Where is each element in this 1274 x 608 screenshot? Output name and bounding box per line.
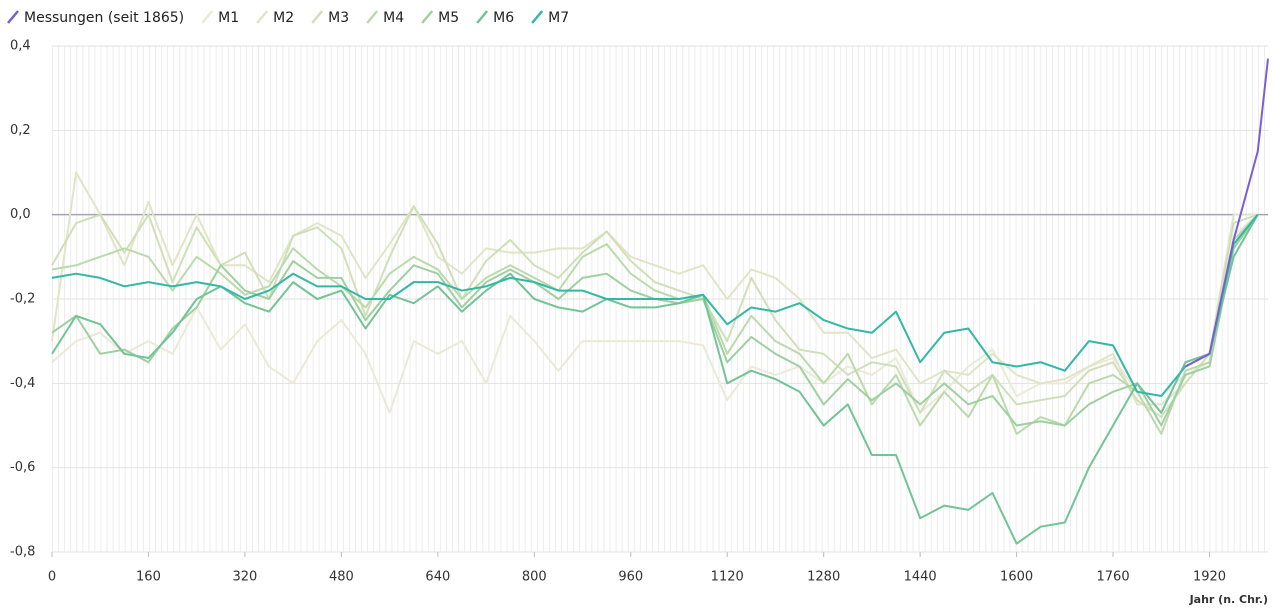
x-tick-label: 480 bbox=[329, 570, 354, 585]
legend-label: M2 bbox=[273, 10, 294, 26]
y-tick-label: 0,4 bbox=[10, 39, 31, 54]
series-line bbox=[51, 214, 1259, 545]
x-tick-label: 1600 bbox=[1000, 570, 1033, 585]
series-line bbox=[51, 205, 1259, 419]
y-tick-label: -0,4 bbox=[10, 376, 35, 391]
series-line bbox=[51, 171, 1258, 406]
x-tick-label: 0 bbox=[48, 570, 56, 585]
legend-swatch bbox=[531, 10, 544, 24]
legend-swatch bbox=[366, 10, 379, 24]
legend-label: M5 bbox=[438, 10, 459, 26]
x-tick-label: 800 bbox=[522, 570, 547, 585]
x-tick-label: 1440 bbox=[904, 570, 937, 585]
legend-label: M7 bbox=[548, 10, 569, 26]
legend-label: M6 bbox=[493, 10, 514, 26]
y-tick-label: -0,6 bbox=[10, 460, 35, 475]
legend-swatch bbox=[421, 10, 434, 24]
legend-label: M1 bbox=[218, 10, 239, 26]
legend-label: M4 bbox=[383, 10, 404, 26]
x-tick-label: 320 bbox=[233, 570, 258, 585]
legend-label: Messungen (seit 1865) bbox=[24, 10, 184, 26]
x-tick-label: 1760 bbox=[1097, 570, 1130, 585]
x-tick-label: 1120 bbox=[711, 570, 744, 585]
x-tick-label: 960 bbox=[618, 570, 643, 585]
legend-swatch bbox=[311, 10, 324, 24]
legend-label: M3 bbox=[328, 10, 349, 26]
y-tick-label: -0,2 bbox=[10, 292, 35, 307]
series-line bbox=[1184, 58, 1269, 368]
x-tick-label: 160 bbox=[136, 570, 161, 585]
x-tick-label: 1280 bbox=[807, 570, 840, 585]
y-tick-label: 0,2 bbox=[10, 123, 31, 138]
series-line bbox=[51, 213, 1259, 414]
legend-swatch bbox=[201, 10, 214, 24]
x-tick-label: 640 bbox=[425, 570, 450, 585]
series-line bbox=[51, 214, 1259, 397]
x-axis-label: Jahr (n. Chr.) bbox=[1189, 593, 1268, 606]
x-tick-label: 1920 bbox=[1193, 570, 1226, 585]
series-line bbox=[51, 213, 1259, 435]
legend-swatch bbox=[476, 10, 489, 24]
y-tick-label: 0,0 bbox=[10, 207, 31, 222]
legend-swatch bbox=[7, 10, 19, 24]
legend-swatch bbox=[256, 10, 269, 24]
y-tick-label: -0,8 bbox=[10, 545, 35, 560]
